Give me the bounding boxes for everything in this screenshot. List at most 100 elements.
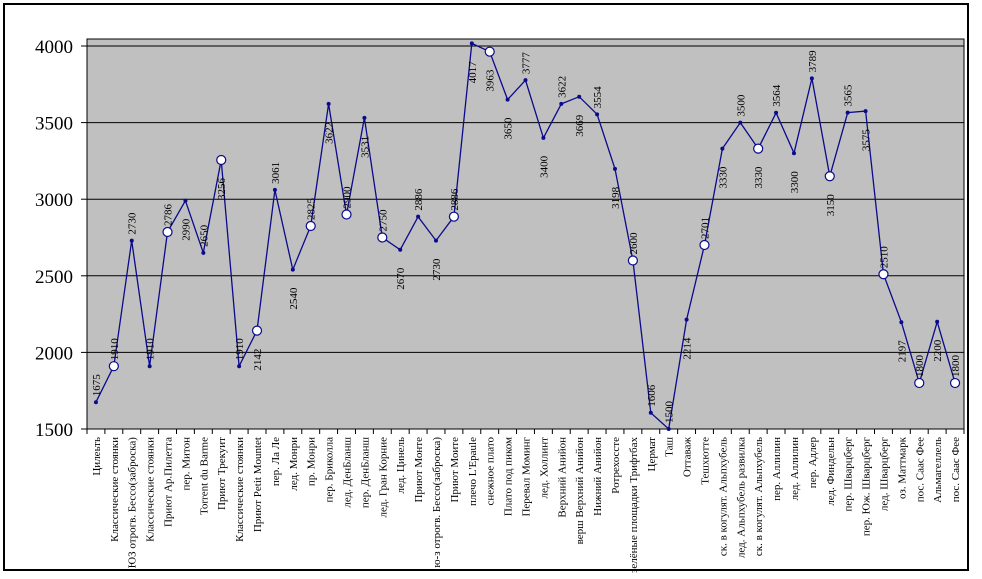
- data-label: 3789: [807, 50, 819, 73]
- data-point: [362, 115, 367, 120]
- data-label: 2701: [699, 217, 711, 239]
- data-point: [577, 94, 582, 99]
- x-tick-label: пер. Митон: [180, 437, 192, 491]
- data-label: 1910: [145, 338, 157, 361]
- x-tick-label: зелёные площадки Трифтбах: [628, 437, 640, 573]
- data-point: [935, 319, 940, 324]
- data-point: [416, 214, 421, 219]
- data-point-circle: [484, 46, 495, 57]
- data-point: [845, 110, 850, 115]
- data-label: 3531: [359, 136, 371, 158]
- x-tick-label: оз. Маттмарк: [896, 436, 908, 499]
- data-point: [648, 410, 653, 415]
- x-tick-label: Torrent du Barme: [198, 437, 210, 515]
- data-point-circle: [699, 239, 710, 251]
- x-tick-label: Плато под пиком: [503, 437, 515, 516]
- data-label: 3330: [717, 166, 729, 189]
- x-tick-label: пр. Монри: [306, 437, 318, 486]
- data-label: 2540: [288, 287, 300, 310]
- data-point: [290, 267, 295, 272]
- x-tick-label: Перевал Моминг: [521, 437, 533, 517]
- data-point-circle: [878, 269, 889, 280]
- data-label: 3400: [538, 155, 550, 178]
- x-tick-label: Приют Ар.Пилетта: [163, 437, 175, 527]
- data-label: 3622: [324, 122, 336, 144]
- x-tick-label: Приют Моите: [449, 437, 461, 503]
- data-point: [559, 101, 564, 106]
- data-label: 1606: [646, 384, 658, 407]
- data-label: 3777: [521, 52, 533, 75]
- data-label: 2730: [127, 212, 139, 235]
- x-tick-label: Классические стоянки: [145, 437, 157, 542]
- data-point: [183, 198, 188, 203]
- data-label: 2670: [395, 267, 407, 290]
- x-tick-label: пер. Бриколла: [324, 437, 336, 503]
- data-label: 3622: [556, 76, 568, 98]
- x-tick-label: Приют Монте: [413, 437, 425, 503]
- y-tick-label: 3000: [35, 190, 73, 211]
- x-tick-label: пер. Шварцберг: [843, 437, 855, 512]
- x-tick-label: лед. Шварцберг: [878, 437, 890, 512]
- data-label: 3198: [610, 186, 622, 209]
- data-point-circle: [914, 377, 925, 389]
- x-tick-label: лед. Финдельн: [825, 437, 837, 506]
- x-tick-label: Альмагеллель: [932, 437, 944, 503]
- data-point: [541, 135, 546, 140]
- x-tick-label: пер. Ла Ле: [270, 437, 282, 486]
- plot-background: [86, 38, 965, 430]
- x-tick-label: лед. Гран Корние: [377, 437, 389, 518]
- data-point: [863, 109, 868, 114]
- x-tick-label: лед. ДенБланш: [342, 436, 354, 507]
- data-label: 1910: [234, 338, 246, 361]
- data-label: 3650: [503, 117, 515, 140]
- data-label: 3500: [735, 94, 747, 117]
- x-tick-label: Цилеьть: [91, 437, 103, 476]
- data-label: 2650: [198, 224, 210, 247]
- data-point: [774, 110, 779, 115]
- x-tick-label: снежное плато: [485, 437, 497, 506]
- data-label: 2990: [180, 218, 192, 241]
- x-tick-label: лед. Аллилин: [789, 437, 801, 501]
- x-tick-label: Нижний Анийон: [592, 437, 604, 516]
- x-tick-label: ск. в когулят. Альпхубель: [753, 437, 765, 556]
- data-label: 3554: [592, 86, 604, 109]
- data-label: 2510: [878, 246, 890, 269]
- data-point-circle: [162, 226, 173, 238]
- data-point: [738, 120, 743, 125]
- x-tick-label: Приют Petit Mountet: [252, 437, 264, 532]
- x-tick-label: пер. ДенБланш: [359, 436, 371, 508]
- data-point-circle: [251, 325, 263, 336]
- y-tick-label: 4000: [35, 37, 73, 58]
- data-point-circle: [305, 220, 316, 232]
- data-point: [237, 364, 242, 369]
- x-tick-label: ск. в когулят. Альпхубель: [717, 437, 729, 556]
- data-point: [791, 151, 796, 156]
- x-tick-label: пер. Юж. Шварцберг: [861, 437, 873, 537]
- data-label: 2730: [431, 258, 443, 281]
- data-point: [684, 317, 689, 322]
- x-tick-label: Ротрехоссте: [610, 437, 622, 494]
- data-point: [147, 364, 152, 369]
- data-point: [272, 187, 277, 192]
- y-tick-label: 1500: [35, 420, 73, 441]
- data-label: 2142: [252, 349, 264, 371]
- data-label: 3330: [753, 166, 765, 189]
- data-label: 2886: [413, 188, 425, 211]
- x-tick-label: Оттаваж: [682, 437, 694, 478]
- x-tick-label: Таш: [664, 436, 676, 456]
- data-label: 3669: [574, 114, 586, 137]
- data-label: 2886: [449, 188, 461, 211]
- data-point: [899, 320, 904, 325]
- y-tick-label: 2000: [35, 343, 73, 364]
- data-label: 3963: [485, 69, 497, 92]
- data-point: [469, 41, 474, 46]
- data-point: [201, 250, 206, 255]
- data-point: [809, 76, 814, 81]
- x-tick-label: ю-з отрогв. Бессо(заброска): [431, 437, 443, 568]
- data-point: [666, 427, 671, 431]
- data-point-circle: [824, 171, 835, 182]
- y-tick-label: 2500: [35, 267, 73, 288]
- data-point-circle: [108, 361, 119, 372]
- data-point: [523, 78, 528, 83]
